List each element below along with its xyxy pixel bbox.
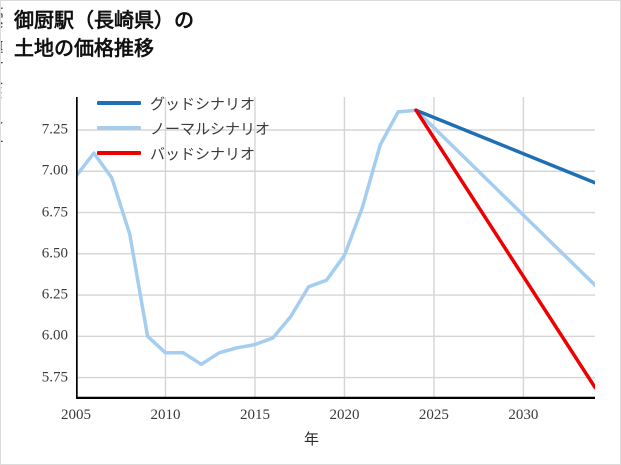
chart-title: 御厨駅（長崎県）の 土地の価格推移 [14, 10, 194, 60]
series-line-bad [414, 108, 595, 390]
x-tick-label: 2025 [418, 407, 449, 423]
legend-label-bad: バッドシナリオ [150, 145, 256, 163]
y-tick-label: 6.00 [41, 327, 68, 344]
axis-spines [76, 97, 595, 399]
x-tick-label: 2015 [239, 407, 270, 423]
legend-swatch-normal [97, 126, 141, 130]
x-tick-label: 2010 [150, 407, 181, 423]
y-tick-label: 5.75 [41, 369, 68, 386]
y-tick-label: 7.00 [41, 162, 68, 179]
series-line-good [414, 108, 595, 185]
chart-canvas [76, 97, 595, 399]
legend-label-good: グッドシナリオ [150, 95, 256, 113]
plot-area [76, 97, 595, 399]
chart-legend: グッドシナリオ ノーマルシナリオ バッドシナリオ [97, 95, 271, 163]
legend-item-bad[interactable]: バッドシナリオ [97, 145, 270, 163]
y-tick-label: 6.50 [41, 245, 68, 262]
legend-swatch-bad [97, 151, 141, 155]
x-tick-label: 2020 [329, 407, 360, 423]
legend-item-good[interactable]: グッドシナリオ [97, 95, 270, 113]
legend-swatch-good [97, 101, 141, 105]
series-lines [76, 108, 595, 390]
y-tick-label: 6.75 [41, 204, 68, 221]
series-line-normal [76, 108, 595, 367]
gridlines [76, 97, 595, 399]
y-tick-label: 7.25 [41, 121, 68, 138]
x-tick-label: 2030 [508, 407, 539, 423]
y-tick-label: 6.25 [41, 286, 68, 303]
legend-label-normal: ノーマルシナリオ [150, 120, 271, 138]
legend-item-normal[interactable]: ノーマルシナリオ [97, 120, 271, 138]
x-tick-label: 2005 [61, 407, 91, 423]
x-axis-label: 年 [303, 431, 319, 448]
y-axis-label: 坪（3.3㎡）単価（万円） [0, 0, 5, 151]
